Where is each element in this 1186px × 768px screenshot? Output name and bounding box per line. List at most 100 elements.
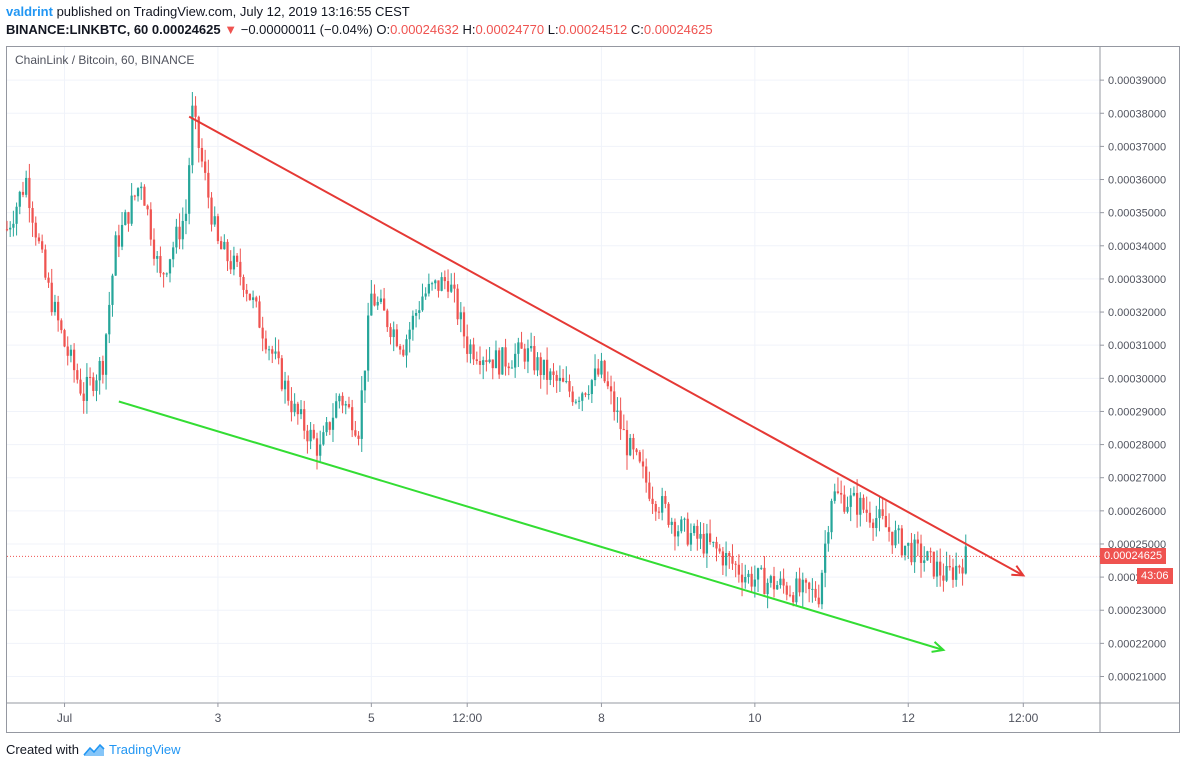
candle-body <box>287 380 290 401</box>
support-trendline <box>118 400 944 651</box>
candle-body <box>785 585 788 595</box>
candle-body <box>146 205 149 210</box>
candle-body <box>923 560 926 563</box>
candle-body <box>514 353 517 368</box>
candle-body <box>453 284 456 289</box>
candle-body <box>926 551 929 561</box>
candle-body <box>498 350 501 375</box>
candle-body <box>188 165 191 214</box>
candle-body <box>450 284 453 292</box>
candle-body <box>98 360 101 381</box>
candle-body <box>430 283 434 285</box>
candle-body <box>593 368 597 381</box>
candle-body <box>504 347 507 367</box>
candle-body <box>715 541 718 549</box>
candle-body <box>367 315 370 371</box>
candle-body <box>9 227 12 230</box>
candle-body <box>824 543 827 573</box>
publish-line: valdrint published on TradingView.com, J… <box>6 3 713 21</box>
tradingview-brand-link[interactable]: TradingView <box>108 742 181 757</box>
candle-body <box>846 506 849 512</box>
candle-body <box>370 293 373 316</box>
candle-body <box>731 556 734 564</box>
candle-body <box>168 259 172 274</box>
candle-body <box>507 366 510 369</box>
candle-body <box>251 297 255 300</box>
candle-body <box>37 237 41 242</box>
candle-body <box>296 403 299 415</box>
candle-body <box>788 594 792 596</box>
candle-body <box>405 339 408 356</box>
author-link[interactable]: valdrint <box>6 4 53 19</box>
candle-body <box>21 191 25 195</box>
candle-body <box>325 422 328 433</box>
high-label: H: <box>462 22 476 37</box>
candle-body <box>951 567 955 580</box>
candle-body <box>133 195 136 197</box>
candle-body <box>900 528 903 556</box>
candle-body <box>239 261 242 277</box>
candle-body <box>414 312 418 316</box>
candle-body <box>322 432 325 445</box>
candle-body <box>398 346 402 350</box>
candle-body <box>708 533 712 543</box>
candle-body <box>204 161 207 173</box>
chart-frame[interactable] <box>6 46 1180 733</box>
candle-body <box>568 381 571 392</box>
candle-body <box>143 186 146 206</box>
y-tick-label: 0.00026000 <box>1108 506 1166 518</box>
candle-body <box>808 582 811 590</box>
candle-body <box>565 381 568 383</box>
candle-body <box>776 585 779 590</box>
candle-body <box>85 376 89 401</box>
tradingview-logo-icon[interactable] <box>83 743 105 757</box>
candle-body <box>114 235 117 276</box>
candle-body <box>910 542 913 563</box>
y-tick-label: 0.00038000 <box>1108 108 1166 120</box>
candle-body <box>638 452 641 462</box>
candle-body <box>865 509 868 513</box>
last-price: 0.00024625 <box>151 22 221 37</box>
candle-body <box>849 495 852 507</box>
candle-body <box>811 588 814 590</box>
candle-body <box>101 360 104 375</box>
candle-body <box>820 572 824 605</box>
candle-body <box>734 563 737 565</box>
candle-body <box>587 394 590 396</box>
x-tick-label: 3 <box>215 711 222 725</box>
candle-body <box>907 542 910 546</box>
candle-body <box>360 390 363 439</box>
candle-body <box>108 304 111 335</box>
candle-body <box>191 105 194 166</box>
candle-body <box>462 312 466 337</box>
candle-body <box>264 338 267 350</box>
candle-body <box>31 208 34 223</box>
y-tick-label: 0.00030000 <box>1108 373 1166 385</box>
candle-body <box>197 116 200 148</box>
candle-body <box>41 241 44 250</box>
candle-body <box>351 407 354 431</box>
candle-body <box>549 371 552 380</box>
candle-body <box>542 359 546 376</box>
candle-body <box>760 567 763 569</box>
candle-body <box>255 297 258 302</box>
candle-body <box>718 548 721 552</box>
candle-body <box>680 519 683 532</box>
resistance-arrow <box>1011 565 1026 577</box>
candle-body <box>319 444 322 456</box>
candle-body <box>267 349 271 351</box>
candle-body <box>641 461 645 467</box>
candle-body <box>299 409 303 415</box>
candle-body <box>520 342 523 349</box>
candle-body <box>693 525 696 534</box>
candle-body <box>172 247 175 260</box>
y-tick-label: 0.00032000 <box>1108 307 1166 319</box>
y-tick-label: 0.00037000 <box>1108 141 1166 153</box>
candle-body <box>728 553 731 557</box>
candle-body <box>744 577 747 583</box>
candle-body <box>220 241 223 250</box>
candle-body <box>82 393 85 401</box>
candle-body <box>795 578 798 603</box>
candle-body <box>955 565 958 580</box>
